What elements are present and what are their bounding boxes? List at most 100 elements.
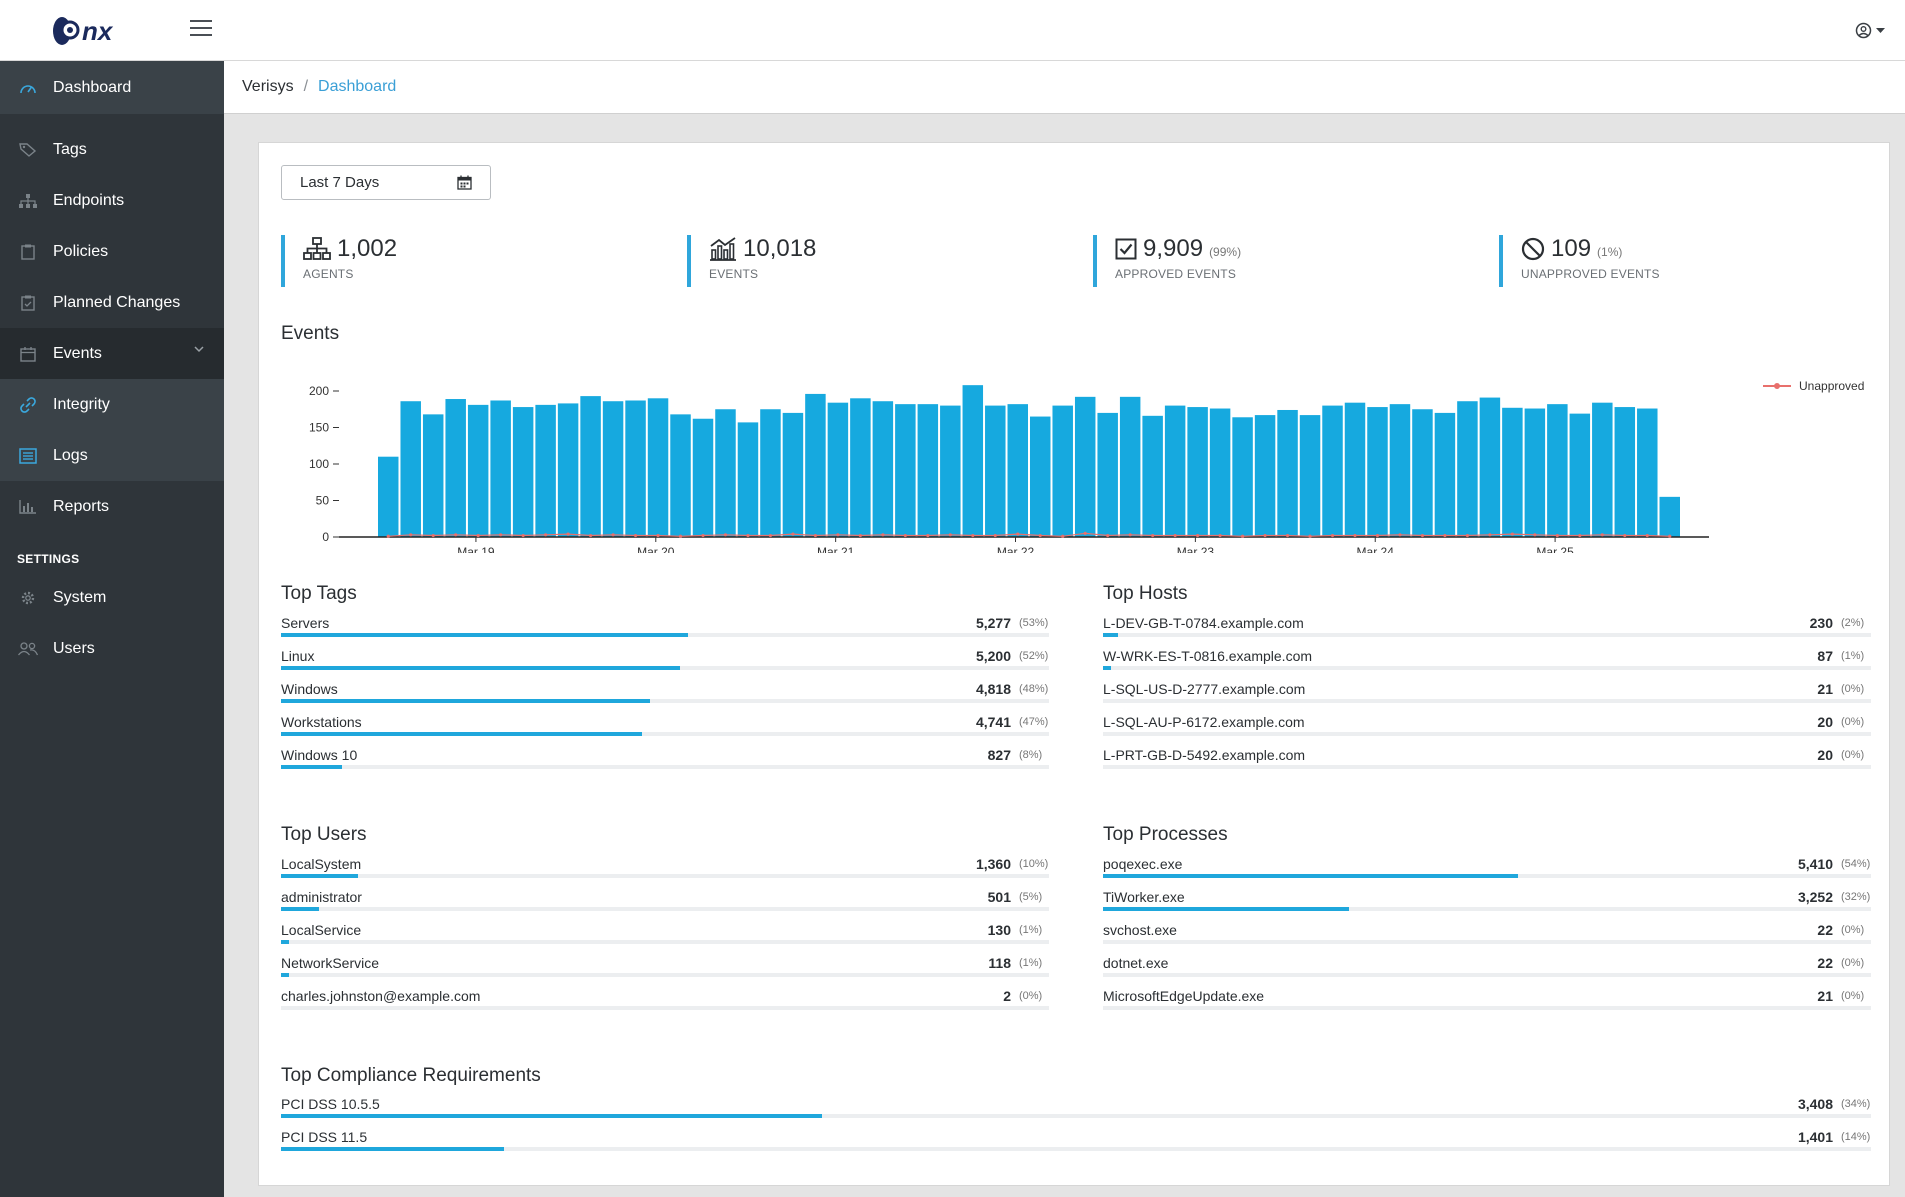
sidebar-item-integrity[interactable]: Integrity: [0, 379, 224, 430]
list-item-name[interactable]: W-WRK-ES-T-0816.example.com: [1103, 648, 1313, 664]
top-processes-title: Top Processes: [1103, 824, 1228, 845]
progress-track: [1103, 732, 1871, 736]
list-item[interactable]: Windows 10 827 (8%): [281, 743, 1049, 776]
list-item[interactable]: L-DEV-GB-T-0784.example.com 230 (2%): [1103, 611, 1871, 644]
list-item[interactable]: charles.johnston@example.com 2 (0%): [281, 984, 1049, 1017]
checkbox-checked-icon: [1115, 238, 1137, 260]
clipboard-check-icon: [18, 293, 38, 313]
progress-fill: [281, 1147, 504, 1151]
unapproved-point: [1555, 533, 1559, 538]
list-item-name[interactable]: dotnet.exe: [1103, 955, 1169, 971]
unapproved-point: [1645, 533, 1649, 538]
list-item-name[interactable]: Windows 10: [281, 747, 358, 763]
sidebar-item-system[interactable]: System: [0, 572, 224, 623]
list-item-name[interactable]: Workstations: [281, 714, 362, 730]
unapproved-point: [431, 533, 435, 538]
list-item-name[interactable]: TiWorker.exe: [1103, 889, 1185, 905]
unapproved-point: [1578, 533, 1582, 538]
list-item-name[interactable]: charles.johnston@example.com: [281, 988, 481, 1004]
stat-approved-events: 9,909 (99%) APPROVED EVENTS: [1093, 235, 1241, 287]
sidebar-item-tags[interactable]: Tags: [0, 124, 224, 175]
list-item-name[interactable]: LocalService: [281, 922, 362, 938]
list-item-name[interactable]: Linux: [281, 648, 315, 664]
list-item-percent: (0%): [1841, 924, 1865, 936]
chart-bar: [1254, 415, 1276, 537]
chart-bar: [400, 401, 421, 537]
list-item-name[interactable]: NetworkService: [281, 955, 380, 971]
sidebar-item-reports[interactable]: Reports: [0, 481, 224, 532]
list-item-name[interactable]: L-SQL-US-D-2777.example.com: [1103, 681, 1306, 697]
list-item[interactable]: PCI DSS 11.5 1,401 (14%): [281, 1125, 1871, 1158]
progress-track: [281, 973, 1049, 977]
unapproved-point: [386, 534, 390, 538]
stat-agents: 1,002 AGENTS: [281, 235, 397, 287]
list-item[interactable]: PCI DSS 10.5.5 3,408 (34%): [281, 1092, 1871, 1125]
list-item-name[interactable]: poqexec.exe: [1103, 856, 1183, 872]
list-item-name[interactable]: Windows: [281, 681, 338, 697]
sidebar-item-logs[interactable]: Logs: [0, 430, 224, 481]
breadcrumb-root-link[interactable]: Verisys: [242, 78, 294, 95]
stats-row: 1,002 AGENTS 10,018 EVENTS: [281, 235, 1881, 293]
list-item-percent: (8%): [1019, 749, 1043, 761]
list-item[interactable]: L-SQL-AU-P-6172.example.com 20 (0%): [1103, 710, 1871, 743]
list-item[interactable]: Workstations 4,741 (47%): [281, 710, 1049, 743]
sidebar-item-endpoints[interactable]: Endpoints: [0, 175, 224, 226]
list-item[interactable]: svchost.exe 22 (0%): [1103, 918, 1871, 951]
date-range-picker[interactable]: Last 7 Days: [281, 165, 491, 200]
list-item-name[interactable]: PCI DSS 11.5: [281, 1129, 368, 1145]
user-menu[interactable]: [1855, 22, 1885, 39]
list-item[interactable]: administrator 501 (5%): [281, 885, 1049, 918]
stat-label: AGENTS: [303, 267, 354, 281]
unapproved-point: [993, 533, 997, 538]
list-item[interactable]: Servers 5,277 (53%): [281, 611, 1049, 644]
list-item-name[interactable]: svchost.exe: [1103, 922, 1177, 938]
list-item-percent: (2%): [1841, 617, 1865, 629]
list-item-percent: (53%): [1019, 617, 1049, 629]
list-item[interactable]: LocalSystem 1,360 (10%): [281, 852, 1049, 885]
sidebar-item-users[interactable]: Users: [0, 623, 224, 674]
list-item-name[interactable]: L-DEV-GB-T-0784.example.com: [1103, 615, 1304, 631]
chart-bar: [1030, 416, 1051, 537]
list-item-name[interactable]: administrator: [281, 889, 362, 905]
sidebar-item-planned-changes[interactable]: Planned Changes: [0, 277, 224, 328]
unapproved-point: [1488, 533, 1492, 537]
list-item-name[interactable]: MicrosoftEdgeUpdate.exe: [1103, 988, 1265, 1004]
list-item[interactable]: TiWorker.exe 3,252 (32%): [1103, 885, 1871, 918]
list-item[interactable]: W-WRK-ES-T-0816.example.com 87 (1%): [1103, 644, 1871, 677]
list-item[interactable]: L-SQL-US-D-2777.example.com 21 (0%): [1103, 677, 1871, 710]
menu-toggle-icon[interactable]: [190, 20, 212, 38]
list-item-percent: (54%): [1841, 858, 1871, 870]
list-item-name[interactable]: Servers: [281, 615, 330, 631]
unapproved-point: [858, 533, 862, 538]
y-tick-label: 100: [309, 457, 329, 471]
list-item-percent: (14%): [1841, 1131, 1871, 1143]
list-item-name[interactable]: L-PRT-GB-D-5492.example.com: [1103, 747, 1306, 763]
sidebar-item-events[interactable]: Events: [0, 328, 224, 379]
list-item[interactable]: NetworkService 118 (1%): [281, 951, 1049, 984]
list-item[interactable]: L-PRT-GB-D-5492.example.com 20 (0%): [1103, 743, 1871, 776]
list-item-name[interactable]: PCI DSS 10.5.5: [281, 1096, 380, 1112]
list-item[interactable]: LocalService 130 (1%): [281, 918, 1049, 951]
list-item-name[interactable]: L-SQL-AU-P-6172.example.com: [1103, 714, 1305, 730]
progress-fill: [281, 874, 358, 878]
app-logo[interactable]: nx: [46, 11, 130, 49]
list-item[interactable]: MicrosoftEdgeUpdate.exe 21 (0%): [1103, 984, 1871, 1017]
list-item-percent: (1%): [1841, 650, 1865, 662]
sidebar-item-policies[interactable]: Policies: [0, 226, 224, 277]
list-item[interactable]: poqexec.exe 5,410 (54%): [1103, 852, 1871, 885]
progress-fill: [281, 973, 289, 977]
list-item[interactable]: dotnet.exe 22 (0%): [1103, 951, 1871, 984]
sidebar-item-label: Logs: [53, 446, 88, 464]
unapproved-point: [521, 533, 525, 538]
sidebar-item-dashboard[interactable]: Dashboard: [0, 61, 224, 114]
list-item-percent: (0%): [1841, 990, 1865, 1002]
list-item[interactable]: Windows 4,818 (48%): [281, 677, 1049, 710]
list-item[interactable]: Linux 5,200 (52%): [281, 644, 1049, 677]
progress-track: [1103, 940, 1871, 944]
top-hosts-title: Top Hosts: [1103, 583, 1188, 604]
list-item-percent: (0%): [1019, 990, 1043, 1002]
list-item-value: 2: [1003, 988, 1011, 1004]
list-item-value: 1,360: [975, 856, 1011, 872]
list-item-name[interactable]: LocalSystem: [281, 856, 362, 872]
list-item-percent: (0%): [1841, 957, 1865, 969]
